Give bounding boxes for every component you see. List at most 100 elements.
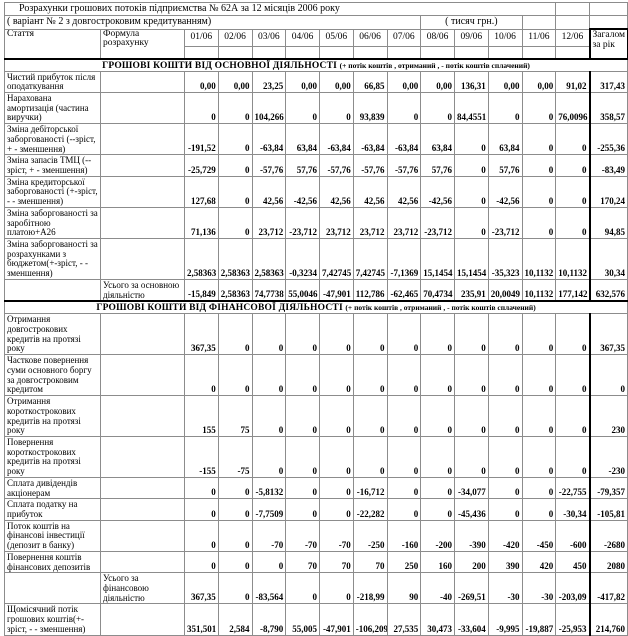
value-cell: 0 — [420, 91, 455, 125]
value-cell: 0 — [487, 354, 523, 397]
value-cell: 0 — [319, 91, 354, 125]
value-cell: 23,712 — [251, 206, 287, 240]
month-column-header: 12/06 — [555, 28, 591, 47]
month-column-header: 10/06 — [487, 28, 523, 47]
value-cell: 2,58363 — [184, 238, 219, 280]
value-cell: 0 — [319, 354, 354, 397]
value-cell: -23,712 — [487, 206, 523, 240]
row-label: Щомісячний потік грошових коштів(+-зріст… — [4, 603, 101, 636]
value-cell: 0 — [217, 175, 253, 208]
value-cell: 0 — [521, 175, 557, 208]
value-cell: 7,42745 — [319, 238, 354, 280]
value-cell: 0 — [487, 498, 523, 521]
table-row: Зміна кредиторської заборгованості (+-зр… — [4, 175, 628, 208]
report-subtitle: ( варіант № 2 з довгостроковим кредитува… — [3, 15, 422, 30]
value-cell: 0,00 — [420, 70, 455, 93]
value-cell: 0 — [285, 435, 320, 478]
row-total-cell: -417,82 — [588, 572, 628, 605]
value-cell: 0 — [555, 435, 591, 478]
value-cell: -191,52 — [184, 123, 219, 156]
value-cell: -5,8132 — [251, 476, 287, 500]
value-cell: -16,712 — [352, 476, 388, 500]
row-formula — [100, 175, 185, 208]
value-cell: -45,436 — [454, 498, 489, 521]
value-cell: 0 — [352, 395, 388, 437]
value-cell: 0 — [454, 175, 489, 208]
table-row: Зміна запасів ТМЦ (--зріст, + - зменшенн… — [4, 154, 628, 177]
row-total-cell: 30,34 — [588, 238, 628, 280]
row-label: Повернення короткострокових кредитів на … — [4, 435, 101, 478]
row-formula — [100, 603, 185, 636]
value-cell: -70 — [319, 519, 354, 552]
empty-cell — [319, 45, 354, 59]
value-cell: 0 — [386, 498, 422, 521]
section-note: (+ потік коштів , отриманий , - потік ко… — [345, 303, 536, 313]
value-cell: 0 — [217, 572, 253, 605]
value-cell: 10,1132 — [521, 278, 557, 302]
value-cell: 55,0046 — [285, 278, 320, 302]
row-label: Сплата податку на прибуток — [4, 498, 101, 521]
value-cell: 0 — [521, 435, 557, 478]
month-column-header: 08/06 — [420, 28, 455, 47]
value-cell: 2,584 — [217, 603, 253, 636]
empty-cell — [521, 15, 557, 30]
value-cell: -75 — [217, 435, 253, 478]
value-cell: 0 — [319, 395, 354, 437]
value-cell: 235,91 — [454, 278, 489, 302]
row-label: Отримання короткострокових кредитів на п… — [4, 395, 101, 437]
value-cell: 0 — [184, 91, 219, 125]
value-cell: 0 — [555, 313, 591, 356]
value-cell: -83,564 — [251, 572, 287, 605]
value-cell: 0 — [555, 154, 591, 177]
table-row: Зміна дебіторської заборгованості (--зрі… — [4, 123, 628, 156]
row-formula — [100, 154, 185, 177]
row-total-cell: 317,43 — [588, 70, 628, 93]
row-formula — [100, 498, 185, 521]
value-cell: 0 — [251, 395, 287, 437]
value-cell: -7,7509 — [251, 498, 287, 521]
month-column-header: 11/06 — [521, 28, 557, 47]
value-cell: 2,58363 — [217, 278, 253, 302]
value-cell: -450 — [521, 519, 557, 552]
empty-cell — [555, 2, 591, 16]
variant-row: ( варіант № 2 з довгостроковим кредитува… — [3, 15, 628, 30]
row-formula — [100, 395, 185, 437]
row-label: Зміна заборгованості за заробітною плато… — [4, 206, 101, 240]
value-cell: 0 — [521, 395, 557, 437]
value-cell: -160 — [386, 519, 422, 552]
value-cell: 63,84 — [487, 123, 523, 156]
formula-column-header: Формула розрахунку — [100, 28, 185, 59]
value-cell: 23,712 — [319, 206, 354, 240]
value-cell: 0 — [217, 476, 253, 500]
value-cell: 74,7738 — [251, 278, 287, 302]
value-cell: -42,56 — [285, 175, 320, 208]
row-formula — [100, 519, 185, 552]
value-cell: 15,1454 — [420, 238, 455, 280]
value-cell: 71,136 — [184, 206, 219, 240]
row-total-cell: -105,81 — [588, 498, 628, 521]
value-cell: -42,56 — [487, 175, 523, 208]
value-cell: 0 — [521, 498, 557, 521]
value-cell: 0 — [420, 498, 455, 521]
value-cell: 0,00 — [319, 70, 354, 93]
value-cell: -35,323 — [487, 238, 523, 280]
table-row: Щомісячний потік грошових коштів(+-зріст… — [4, 603, 628, 636]
row-total-cell: 94,85 — [588, 206, 628, 240]
table-row: Зміна заборгованості за розрахунками з б… — [4, 238, 628, 280]
value-cell: 0 — [487, 395, 523, 437]
value-cell: 10,1132 — [555, 238, 591, 280]
value-cell: 0 — [319, 313, 354, 356]
table-row: Повернення короткострокових кредитів на … — [4, 435, 628, 478]
table-row: Отримання короткострокових кредитів на п… — [4, 395, 628, 437]
row-label: Зміна кредиторської заборгованості (+-зр… — [4, 175, 101, 208]
value-cell: 0 — [454, 313, 489, 356]
value-cell: -15,849 — [184, 278, 219, 302]
empty-cell — [555, 45, 591, 59]
section-note: (+ потік коштів , отриманий , - потік ко… — [339, 60, 530, 70]
value-cell: -70 — [285, 519, 320, 552]
value-cell: 0 — [454, 354, 489, 397]
value-cell: 155 — [184, 395, 219, 437]
value-cell: 15,1454 — [454, 238, 489, 280]
value-cell: 0 — [285, 395, 320, 437]
value-cell: -57,76 — [319, 154, 354, 177]
